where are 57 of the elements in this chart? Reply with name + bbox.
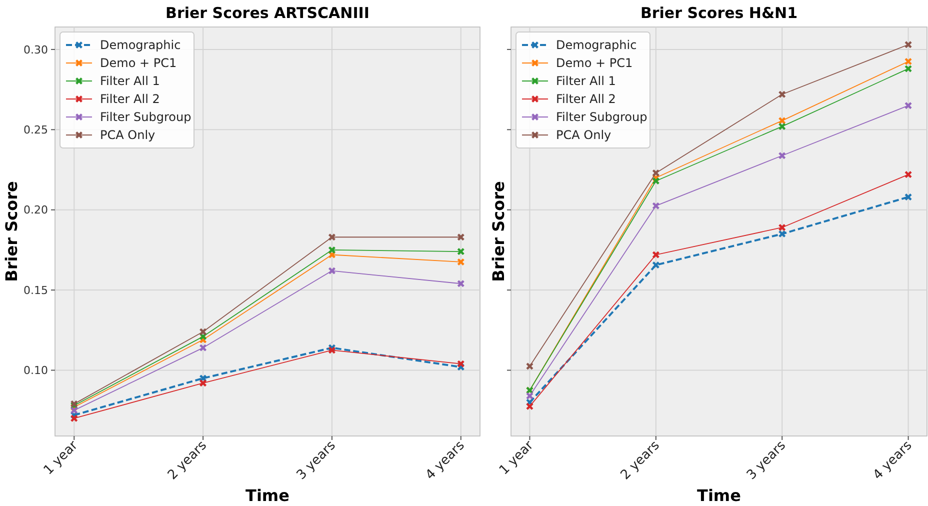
point (200, 380, 207, 387)
y-tick-label: 0.15 (24, 284, 48, 297)
point (652, 169, 660, 176)
y-tick-label: 0.30 (24, 43, 48, 56)
legend-label: Demographic (100, 38, 181, 52)
point (778, 117, 786, 124)
point (328, 346, 336, 354)
point (200, 328, 207, 336)
y-tick-label: 0.25 (24, 124, 48, 136)
point (328, 267, 336, 274)
point (526, 362, 534, 370)
legend-label: Demo + PC1 (556, 56, 633, 70)
point (652, 202, 660, 210)
point (904, 41, 912, 48)
y-tick-label: 0.10 (24, 364, 48, 378)
point (778, 90, 786, 98)
x-axis-title: Time (697, 486, 742, 505)
point (652, 262, 660, 269)
point (200, 344, 207, 352)
point (457, 234, 464, 241)
y-axis-title: Brier Score (2, 181, 21, 282)
legend-label: Filter All 1 (556, 74, 616, 88)
point (457, 360, 464, 368)
point (778, 230, 786, 238)
point (457, 248, 464, 256)
legend-label: Filter Subgroup (556, 110, 648, 124)
legend-label: Filter All 1 (100, 74, 160, 88)
legend-label: Demographic (556, 38, 637, 52)
point (904, 58, 912, 65)
point (652, 251, 660, 258)
point (778, 224, 786, 231)
point (328, 246, 336, 254)
point (70, 406, 78, 414)
legend-label: Filter Subgroup (100, 110, 192, 124)
point (457, 280, 464, 288)
legend-label: Filter All 2 (100, 92, 160, 106)
point (778, 152, 786, 160)
legend-label: Filter All 2 (556, 92, 616, 106)
point (70, 414, 78, 422)
y-tick-label: 0.20 (24, 204, 48, 217)
point (904, 194, 912, 201)
chart-title: Brier Scores H&N1 (640, 4, 798, 22)
point (904, 65, 912, 72)
point (328, 234, 336, 241)
chart-title: Brier Scores ARTSCANIII (166, 4, 370, 22)
point (526, 392, 534, 400)
legend-label: PCA Only (556, 128, 612, 142)
legend-label: Demo + PC1 (100, 56, 177, 70)
point (904, 171, 912, 178)
point (652, 177, 660, 184)
point (904, 102, 912, 110)
point (778, 122, 786, 130)
legend-label: PCA Only (100, 128, 156, 142)
y-axis-title: Brier Score (489, 181, 508, 282)
point (457, 258, 464, 266)
point (526, 402, 534, 410)
x-axis-title: Time (246, 486, 290, 505)
